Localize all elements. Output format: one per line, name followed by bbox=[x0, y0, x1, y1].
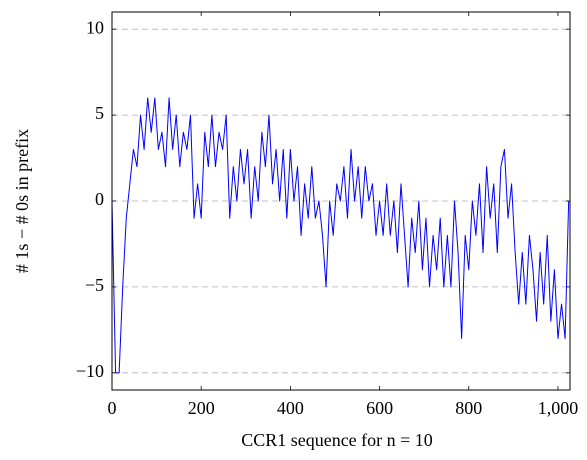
y-axis-label: # 1s − # 0s in prefix bbox=[12, 129, 32, 273]
x-tick-label: 200 bbox=[188, 398, 215, 418]
x-axis-label: CCR1 sequence for n = 10 bbox=[241, 430, 433, 450]
y-tick-label: −5 bbox=[85, 275, 104, 295]
y-tick-label: −10 bbox=[76, 361, 104, 381]
data-line bbox=[111, 97, 570, 374]
y-tick-label: 0 bbox=[95, 189, 104, 209]
y-tick-label: 5 bbox=[95, 103, 104, 123]
x-tick-label: 600 bbox=[366, 398, 393, 418]
y-tick-label: 10 bbox=[86, 17, 104, 37]
x-tick-label: 0 bbox=[108, 398, 117, 418]
x-tick-label: 1,000 bbox=[538, 398, 579, 418]
x-tick-label: 400 bbox=[277, 398, 304, 418]
x-tick-label: 800 bbox=[455, 398, 482, 418]
plot-frame bbox=[111, 11, 571, 391]
